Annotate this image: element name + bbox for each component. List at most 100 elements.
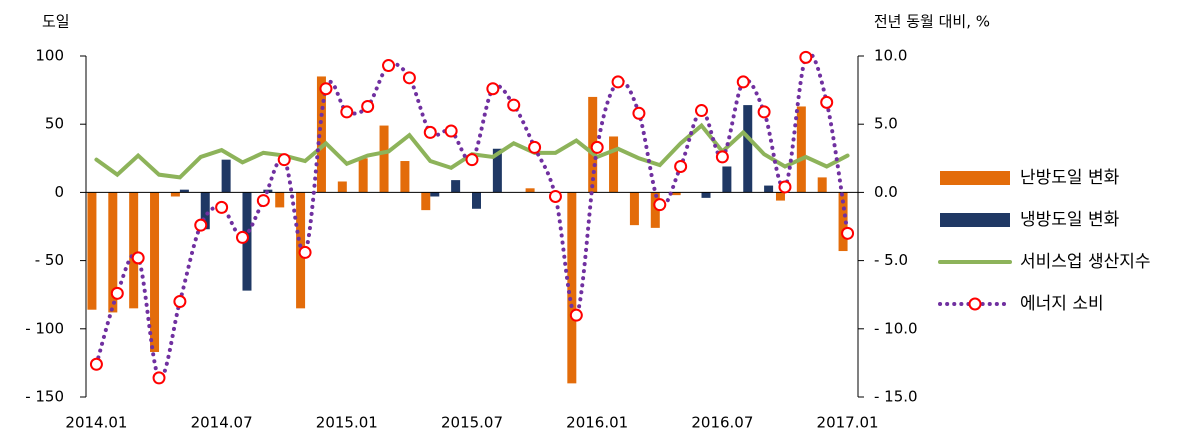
marker <box>215 200 229 214</box>
bar <box>316 76 326 193</box>
marker <box>361 99 375 113</box>
marker <box>277 153 291 167</box>
bar <box>87 192 97 310</box>
bar <box>567 192 577 384</box>
bar <box>275 192 285 208</box>
marker <box>89 357 103 371</box>
y2-tick-label: 5.0 <box>874 115 898 133</box>
marker <box>340 105 354 119</box>
x-tick-label: 2015.01 <box>316 414 378 432</box>
bar <box>671 192 681 196</box>
marker <box>757 105 771 119</box>
bar <box>722 166 732 193</box>
marker <box>173 295 187 309</box>
bar <box>430 192 440 197</box>
bar <box>701 192 711 198</box>
y2-tick-label: 10.0 <box>874 47 907 65</box>
line <box>94 122 850 180</box>
marker <box>110 286 124 300</box>
x-tick-label: 2016.01 <box>566 414 628 432</box>
y-tick-label: 100 <box>35 47 64 65</box>
bar <box>400 161 410 193</box>
bar <box>337 181 347 193</box>
bar <box>817 177 827 193</box>
bar <box>170 192 180 197</box>
x-tick-label: 2017.01 <box>817 414 879 432</box>
bar <box>525 188 535 193</box>
marker <box>444 124 458 138</box>
marker <box>569 308 583 322</box>
bar <box>609 136 619 193</box>
x-tick-label: 2014.07 <box>191 414 253 432</box>
marker <box>235 230 249 244</box>
marker <box>820 95 834 109</box>
marker <box>778 180 792 194</box>
y2-tick-label: 0.0 <box>874 183 898 201</box>
y-tick-label: - 150 <box>25 388 64 406</box>
bar <box>796 106 806 193</box>
marker <box>194 218 208 232</box>
bar <box>743 105 753 193</box>
marker <box>465 153 479 167</box>
marker <box>653 198 667 212</box>
legend-label: 냉방도일 변화 <box>1020 210 1120 230</box>
y2-tick-label: - 10.0 <box>874 319 918 337</box>
legend-swatch <box>940 213 1010 227</box>
y2-tick-label: - 5.0 <box>874 251 908 269</box>
x-tick-label: 2016.07 <box>691 414 753 432</box>
marker <box>695 104 709 118</box>
marker <box>256 194 270 208</box>
marker <box>382 59 396 73</box>
bar <box>838 192 848 252</box>
marker <box>799 50 813 64</box>
y-tick-label: 0 <box>54 183 64 201</box>
marker <box>590 140 604 154</box>
y2-axis-title: 전년 동월 대비, % <box>874 13 990 31</box>
x-tick-label: 2014.01 <box>65 414 127 432</box>
bar <box>629 192 639 226</box>
bar <box>379 125 389 193</box>
y-tick-label: - 50 <box>35 251 64 269</box>
marker <box>152 371 166 385</box>
y-tick-label: - 100 <box>25 319 64 337</box>
marker <box>319 82 333 96</box>
bar <box>129 192 139 309</box>
marker <box>298 245 312 259</box>
bar <box>150 192 160 352</box>
legend-marker <box>968 297 982 311</box>
marker <box>402 71 416 85</box>
marker <box>611 75 625 89</box>
marker <box>131 251 145 265</box>
y2-tick-label: - 15.0 <box>874 388 918 406</box>
bar <box>358 158 368 193</box>
legend-label: 난방도일 변화 <box>1020 168 1120 188</box>
bar <box>492 148 502 193</box>
bar <box>764 185 774 193</box>
bar <box>650 192 660 228</box>
bar <box>775 192 785 201</box>
marker <box>486 82 500 96</box>
marker <box>674 159 688 173</box>
bar <box>221 159 231 193</box>
marker <box>528 140 542 154</box>
marker <box>841 226 855 240</box>
bar <box>472 192 481 209</box>
marker <box>507 98 521 112</box>
bar <box>200 192 210 230</box>
bar <box>179 189 189 193</box>
legend-label: 에너지 소비 <box>1020 294 1104 314</box>
marker <box>736 75 750 89</box>
marker <box>715 150 729 164</box>
marker <box>548 189 562 203</box>
y-axis-title: 도일 <box>42 13 70 31</box>
legend-label: 서비스업 생산지수 <box>1020 252 1151 272</box>
bar <box>421 192 431 211</box>
x-tick-label: 2015.07 <box>441 414 503 432</box>
y-tick-label: 50 <box>45 115 64 133</box>
marker <box>632 106 646 120</box>
bar <box>451 180 461 193</box>
legend-swatch <box>940 171 1010 185</box>
bar <box>108 192 118 313</box>
marker <box>423 125 437 139</box>
